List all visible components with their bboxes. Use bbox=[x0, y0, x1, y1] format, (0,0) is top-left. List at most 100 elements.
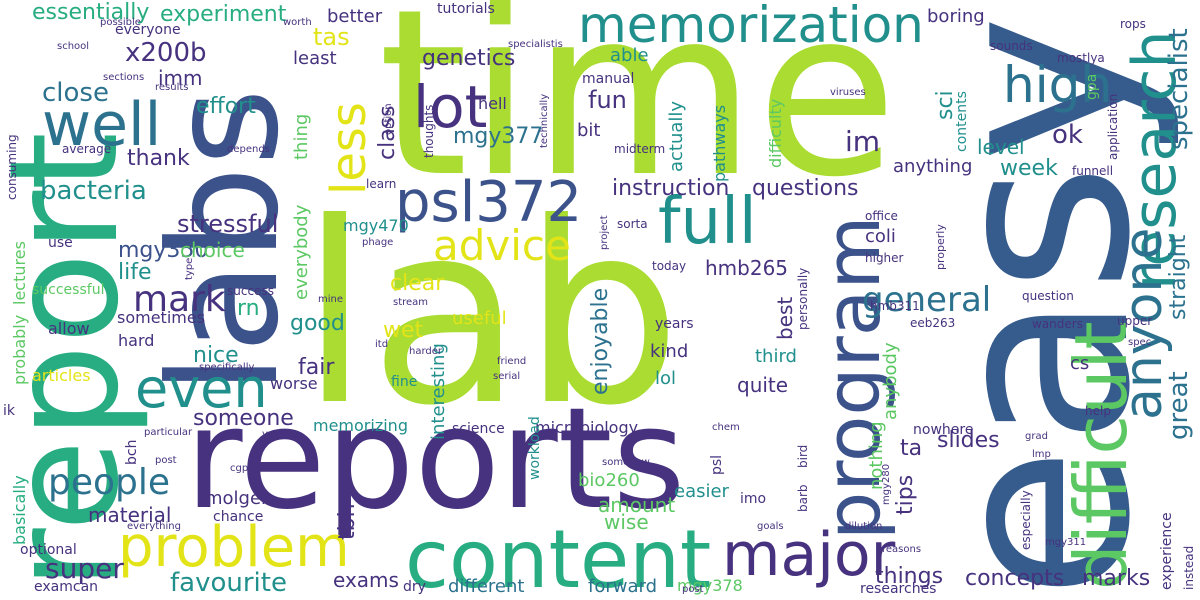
word-years: years bbox=[655, 316, 694, 332]
word-gpa: gpa bbox=[1084, 73, 1100, 100]
word-lot: lot bbox=[413, 73, 488, 141]
word-week: week bbox=[1000, 156, 1058, 181]
word-x200b: x200b bbox=[125, 38, 207, 68]
word-useful: useful bbox=[452, 308, 507, 329]
word-goals: goals bbox=[757, 521, 784, 532]
word-type: type bbox=[184, 257, 195, 280]
word-barb: barb bbox=[796, 484, 810, 512]
word-hard: hard bbox=[118, 331, 155, 350]
word-instruction: instruction bbox=[612, 176, 730, 201]
word-people: people bbox=[48, 462, 171, 503]
word-sometimes: sometimes bbox=[117, 308, 206, 327]
word-results: results bbox=[155, 82, 189, 93]
word-bird: bird bbox=[796, 444, 810, 468]
word-properly: properly bbox=[934, 224, 947, 270]
word-advice: advice bbox=[433, 221, 571, 270]
word-science: science bbox=[452, 421, 505, 437]
word-personally: personally bbox=[796, 267, 810, 330]
word-pathways: pathways bbox=[710, 104, 729, 182]
word-bch: bch bbox=[124, 439, 140, 465]
word-tbh: tbh bbox=[335, 503, 360, 540]
word-wanders: wanders bbox=[1032, 317, 1083, 331]
word-thank: thank bbox=[127, 146, 190, 171]
word-sorta: sorta bbox=[617, 217, 648, 231]
word-experience: experience bbox=[1159, 512, 1175, 590]
word-bio260: bio260 bbox=[578, 470, 640, 491]
word-boring: boring bbox=[927, 6, 985, 27]
word-post-2: post bbox=[682, 584, 704, 595]
word-help: help bbox=[1085, 404, 1111, 418]
word-harder: harder bbox=[409, 346, 443, 357]
word-ik: ik bbox=[3, 403, 15, 419]
word-favourite: favourite bbox=[170, 568, 287, 598]
word-mgy280: mgy280 bbox=[881, 463, 892, 505]
word-mgy350: mgy350 bbox=[118, 238, 209, 263]
word-everyone: everyone bbox=[115, 22, 181, 38]
word-imo: imo bbox=[740, 491, 767, 507]
word-coli: coli bbox=[865, 226, 896, 247]
word-chem: chem bbox=[712, 422, 740, 433]
word-exams: exams bbox=[333, 568, 399, 592]
word-good: good bbox=[290, 311, 345, 336]
word-specifically: specifically bbox=[199, 362, 255, 373]
word-tutorials: tutorials bbox=[437, 1, 495, 17]
word-mgy377: mgy377 bbox=[453, 124, 544, 149]
word-today: today bbox=[652, 259, 687, 273]
word-worth: worth bbox=[283, 17, 312, 28]
word-lab: lab bbox=[300, 169, 682, 460]
word-amount: amount bbox=[598, 493, 676, 517]
word-stream: stream bbox=[393, 297, 429, 308]
word-bacteria: bacteria bbox=[40, 176, 147, 206]
word-average: average bbox=[62, 142, 112, 156]
word-straight: straight bbox=[1166, 234, 1191, 320]
word-mostlya: mostlya bbox=[1057, 51, 1105, 65]
word-successful: successful bbox=[32, 282, 105, 298]
word-general: general bbox=[862, 280, 992, 320]
word-question: question bbox=[1022, 289, 1074, 303]
word-success: success bbox=[227, 284, 274, 298]
word-hmb311: hmb311 bbox=[870, 299, 920, 313]
word-chance: chance bbox=[213, 509, 264, 525]
word-wet: wet bbox=[383, 318, 424, 343]
word-nowhere: nowhere bbox=[913, 422, 974, 438]
word-use: use bbox=[48, 235, 73, 251]
word-cgpa: cgpa bbox=[230, 463, 255, 474]
word-high: high bbox=[1003, 56, 1113, 114]
word-mgy311: mgy311 bbox=[1045, 537, 1087, 548]
word-post: post bbox=[155, 455, 177, 466]
word-specialistis: specialistis bbox=[508, 39, 563, 50]
word-workload: workload bbox=[527, 416, 543, 480]
word-close: close bbox=[42, 78, 109, 108]
word-everything: everything bbox=[127, 521, 181, 532]
word-great: great bbox=[1164, 371, 1194, 440]
word-probably: probably bbox=[10, 314, 29, 385]
word-eeb263: eeb263 bbox=[910, 316, 956, 330]
word-easier: easier bbox=[674, 481, 729, 502]
word-allow: allow bbox=[48, 319, 90, 338]
word-im: im bbox=[845, 125, 881, 158]
word-questions: questions bbox=[752, 176, 859, 201]
word-time: time bbox=[378, 0, 898, 228]
word-viruses: viruses bbox=[830, 87, 866, 98]
word-project: project bbox=[599, 215, 610, 250]
word-itd: itd bbox=[375, 339, 389, 350]
word-depends: depends bbox=[227, 144, 270, 155]
word-experiment: experiment bbox=[160, 2, 287, 27]
word-super: super bbox=[45, 552, 124, 585]
word-tas: tas bbox=[313, 23, 350, 51]
word-somehow: somehow bbox=[602, 457, 650, 468]
word-memorization: memorization bbox=[578, 0, 924, 54]
word-memorizing: memorizing bbox=[313, 416, 408, 435]
word-psl: psl bbox=[709, 454, 725, 475]
word-lol: lol bbox=[655, 368, 677, 389]
word-least: least bbox=[293, 48, 337, 69]
word-concepts: concepts bbox=[965, 566, 1065, 591]
word-slides: slides bbox=[937, 428, 1000, 453]
word-lmp: lmp bbox=[1032, 449, 1051, 460]
word-stressful: stressful bbox=[177, 210, 279, 238]
word-content: content bbox=[405, 513, 712, 600]
word-mine: mine bbox=[318, 294, 344, 305]
word-application: application bbox=[1106, 93, 1120, 160]
word-interesting: interesting bbox=[428, 343, 449, 440]
